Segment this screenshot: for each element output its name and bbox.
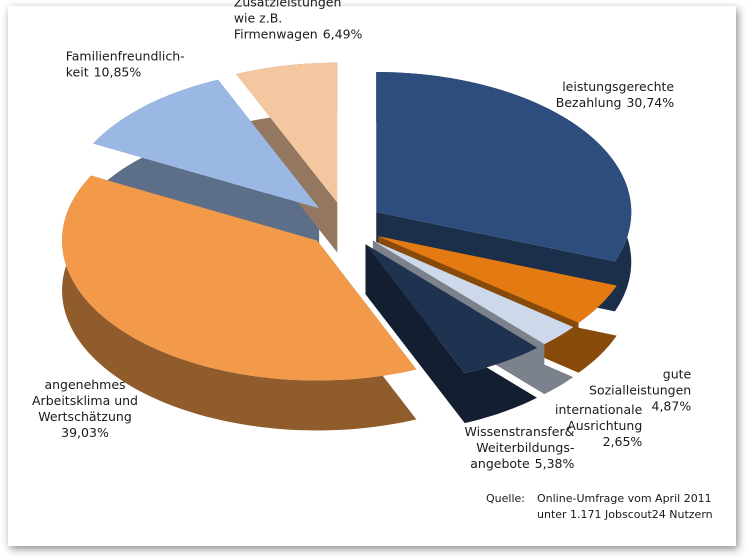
value-label: 2,65% (603, 434, 643, 449)
slice-label: Wissenstransfer& Weiterbildungs-angebote 5… (465, 424, 575, 471)
slice (376, 72, 632, 262)
slice-label: leistungsgerechte Bezahlung 30,74% (556, 79, 675, 110)
source-text: Online-Umfrage vom April 2011 (537, 492, 712, 505)
slice-label: angenehmes Arbeitsklima und Wertschätzung 3… (32, 377, 138, 440)
source-text: unter 1.171 Jobscout24 Nutzern (537, 508, 713, 521)
slice-label: Zusatzleistungen wie z.B. Firmenwagen 6,49% (234, 0, 363, 41)
slice-label: gute Sozialleistungen 4,87% (589, 367, 692, 414)
category-label: Bezahlung (556, 95, 622, 110)
category-label: wie z.B. (234, 10, 282, 25)
slice (236, 62, 338, 203)
category-label: Wertschätzung (38, 409, 132, 424)
source-label: Quelle: (486, 492, 525, 505)
slice-label: internationale Ausrichtung 2,65% (555, 402, 643, 449)
slice-label: Familienfreundlich-keit 10,85% (66, 48, 185, 79)
value-label: 4,87% (652, 399, 692, 414)
category-label: Zusatzleistungen (234, 0, 342, 9)
category-label: Ausrichtung (567, 418, 642, 433)
value-label: 5,38% (535, 456, 575, 471)
value-label: 39,03% (61, 425, 109, 440)
category-label: Wissenstransfer& (465, 424, 575, 439)
category-label: Weiterbildungs- (476, 440, 574, 455)
category-label: Firmenwagen (234, 26, 318, 41)
category-label: Sozialleistungen (589, 383, 691, 398)
category-label: Familienfreundlich- (66, 48, 185, 63)
slice (365, 244, 538, 374)
slice (62, 175, 417, 381)
category-label: internationale (555, 402, 643, 417)
value-label: 6,49% (323, 26, 363, 41)
category-label: angebote (470, 456, 530, 471)
category-label: gute (663, 367, 692, 382)
value-label: 30,74% (626, 95, 674, 110)
category-label: leistungsgerechte (562, 79, 674, 94)
category-label: Arbeitsklima und (32, 393, 138, 408)
slice (372, 240, 574, 345)
value-label: 10,85% (94, 64, 142, 79)
slice (378, 236, 617, 323)
category-label: keit (66, 64, 89, 79)
slice (93, 79, 320, 209)
slice-tops (62, 62, 632, 381)
category-label: angenehmes (44, 377, 125, 392)
